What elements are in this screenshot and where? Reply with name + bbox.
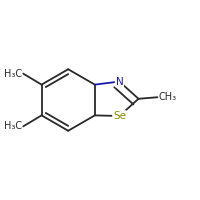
Text: Se: Se [113,111,126,121]
Text: CH₃: CH₃ [159,92,177,102]
Text: N: N [116,77,123,87]
Text: H₃C: H₃C [4,121,22,131]
Text: H₃C: H₃C [4,69,22,79]
